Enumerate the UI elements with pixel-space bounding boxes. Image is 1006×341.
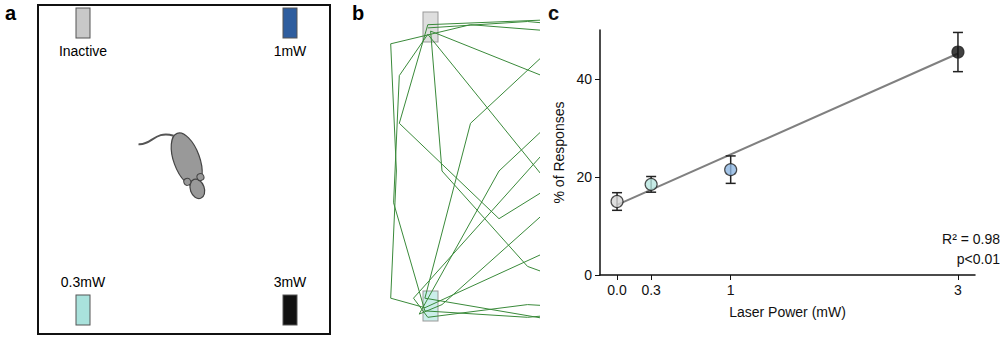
svg-text:c: c [548,2,559,24]
svg-text:1: 1 [727,282,735,298]
svg-text:0.0: 0.0 [607,282,627,298]
svg-text:0: 0 [584,267,592,283]
svg-text:0.3mW: 0.3mW [61,274,106,290]
svg-text:20: 20 [576,169,592,185]
svg-text:3mW: 3mW [274,274,307,290]
svg-text:% of Responses: % of Responses [551,102,567,204]
svg-text:3: 3 [954,282,962,298]
svg-text:1mW: 1mW [274,43,307,59]
svg-text:Inactive: Inactive [59,43,107,59]
svg-text:Laser Power (mW): Laser Power (mW) [729,304,846,320]
svg-text:p<0.01: p<0.01 [957,251,1000,267]
svg-text:0.3: 0.3 [641,282,661,298]
svg-text:40: 40 [576,71,592,87]
svg-text:b: b [352,2,364,24]
svg-text:a: a [5,2,17,24]
svg-text:R² = 0.98: R² = 0.98 [942,231,1000,247]
